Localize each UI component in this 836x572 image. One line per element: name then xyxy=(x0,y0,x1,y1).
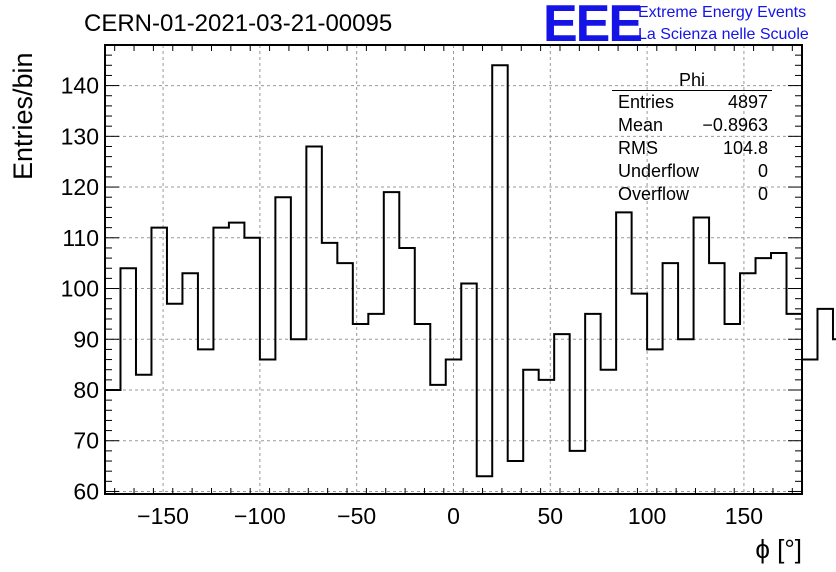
histogram-bin xyxy=(105,390,120,494)
histogram-bin xyxy=(492,65,507,494)
stats-value: 0 xyxy=(757,184,768,204)
histogram-bin xyxy=(802,360,817,494)
histogram-bin xyxy=(647,349,662,494)
y-tick-label: 60 xyxy=(73,478,99,504)
histogram-bin xyxy=(570,451,585,494)
histogram-outline xyxy=(104,64,836,494)
histogram-bin xyxy=(275,197,290,494)
histogram-bin xyxy=(585,314,600,494)
stats-row-overflow: Overflow 0 xyxy=(612,183,772,206)
stats-label: RMS xyxy=(618,138,658,158)
y-tick-label: 130 xyxy=(61,123,99,149)
x-tick-label: 100 xyxy=(628,503,666,529)
stats-row-underflow: Underflow 0 xyxy=(612,160,772,183)
histogram-bin xyxy=(353,324,368,494)
histogram-bin xyxy=(725,324,740,494)
eee-logo: EEE xyxy=(543,0,643,53)
histogram-bin xyxy=(663,263,678,494)
histogram-bin xyxy=(539,380,554,494)
histogram-bin xyxy=(337,263,352,494)
stats-value: −0.8963 xyxy=(702,115,768,135)
stats-label: Overflow xyxy=(618,184,690,204)
stats-row-rms: RMS 104.8 xyxy=(612,137,772,160)
x-tick-label: −100 xyxy=(234,503,286,529)
histogram-bin xyxy=(291,339,306,494)
histogram-bin xyxy=(694,217,709,494)
histogram-bin xyxy=(771,253,786,494)
stats-box: Phi Entries 4897 Mean −0.8963 RMS 104.8 … xyxy=(612,70,772,206)
histogram-bin xyxy=(740,273,755,494)
y-tick-label: 70 xyxy=(73,428,99,454)
x-tick-label: −50 xyxy=(337,503,376,529)
histogram-bin xyxy=(709,263,724,494)
histogram-bin xyxy=(601,370,616,494)
histogram-bin xyxy=(136,375,151,494)
histogram-bin xyxy=(523,370,538,494)
histogram-bin xyxy=(213,228,228,494)
histogram-bin xyxy=(384,192,399,494)
x-axis-label: ϕ [°] xyxy=(755,534,802,564)
logo-line-2: La Scienza nelle Scuole xyxy=(638,26,809,43)
histogram-bin xyxy=(322,243,337,494)
stats-value: 0 xyxy=(757,161,768,181)
histogram-bin xyxy=(260,360,275,494)
histogram-bin xyxy=(678,339,693,494)
histogram-bin xyxy=(554,334,569,494)
y-tick-label: 80 xyxy=(73,377,99,403)
histogram-bin xyxy=(306,146,321,494)
stats-label: Underflow xyxy=(618,161,700,181)
y-tick-label: 110 xyxy=(62,225,99,251)
histogram-bin xyxy=(368,314,383,494)
y-tick-label: 120 xyxy=(61,174,99,200)
y-tick-label: 140 xyxy=(61,73,99,99)
histogram-bin xyxy=(182,273,197,494)
plot-frame xyxy=(104,44,803,495)
histogram-bin xyxy=(167,304,182,494)
y-tick-label: 100 xyxy=(61,276,99,302)
histogram-bin xyxy=(446,360,461,494)
x-tick-label: 150 xyxy=(725,503,763,529)
histogram-bin xyxy=(229,223,244,494)
histogram-bin xyxy=(508,461,523,494)
logo-line-1: Extreme Energy Events xyxy=(638,4,807,21)
stats-row-entries: Entries 4897 xyxy=(612,91,772,114)
x-tick-label: −150 xyxy=(137,503,189,529)
histogram-bin xyxy=(198,349,213,494)
histogram-bin xyxy=(477,476,492,494)
stats-row-mean: Mean −0.8963 xyxy=(612,114,772,137)
histogram-bin xyxy=(430,385,445,494)
histogram-bin xyxy=(461,283,476,494)
stats-value: 104.8 xyxy=(722,138,768,158)
x-tick-label: 0 xyxy=(447,503,460,529)
stats-label: Entries xyxy=(618,92,675,112)
histogram-bin xyxy=(756,258,771,494)
stats-value: 4897 xyxy=(727,92,768,112)
y-tick-label: 90 xyxy=(73,326,99,352)
y-axis-label: Entries/bin xyxy=(8,52,38,180)
histogram-bin xyxy=(151,228,166,494)
histogram-bin xyxy=(632,294,647,494)
histogram-bin xyxy=(244,238,259,494)
histogram-bin xyxy=(787,314,802,494)
chart-title: CERN-01-2021-03-21-00095 xyxy=(84,10,393,37)
histogram-bin xyxy=(415,324,430,494)
stats-name: Phi xyxy=(612,70,772,91)
histogram-bin xyxy=(399,248,414,494)
stats-label: Mean xyxy=(618,115,664,135)
histogram-bin xyxy=(120,268,135,494)
x-tick-label: 50 xyxy=(538,503,564,529)
histogram-bin xyxy=(616,212,631,494)
histogram-bin xyxy=(817,309,832,494)
